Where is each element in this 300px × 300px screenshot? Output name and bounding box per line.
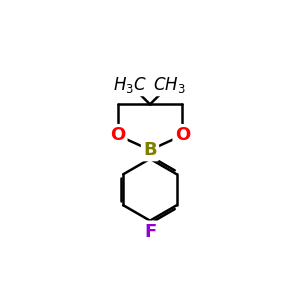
Text: B: B (143, 141, 157, 159)
Text: F: F (144, 223, 156, 241)
Text: $H_3C$: $H_3C$ (113, 75, 147, 94)
Text: O: O (110, 126, 125, 144)
Text: O: O (175, 126, 190, 144)
Text: $CH_3$: $CH_3$ (154, 75, 186, 94)
